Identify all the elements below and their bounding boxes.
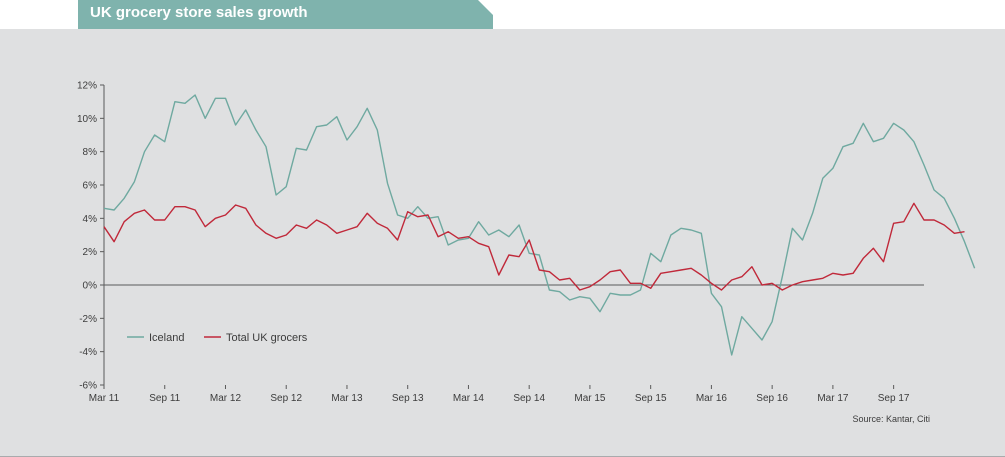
x-tick-label: Sep 12	[270, 393, 302, 404]
y-tick-label: 12%	[77, 81, 97, 92]
y-tick-label: -4%	[79, 347, 97, 358]
x-tick-label: Mar 16	[696, 393, 728, 404]
x-tick-label: Sep 16	[756, 393, 788, 404]
x-tick-label: Mar 15	[574, 393, 606, 404]
y-tick-label: 2%	[83, 247, 98, 258]
x-tick-label: Mar 13	[331, 393, 363, 404]
x-tick-label: Mar 14	[453, 393, 485, 404]
y-tick-label: 8%	[83, 147, 98, 158]
x-tick-label: Sep 13	[392, 393, 424, 404]
x-tick-label: Sep 11	[149, 393, 180, 404]
y-tick-label: 6%	[83, 181, 98, 192]
x-tick-label: Mar 12	[210, 393, 242, 404]
source-note: Source: Kantar, Citi	[852, 414, 930, 424]
legend-label: Total UK grocers	[226, 332, 308, 344]
x-tick-label: Sep 15	[635, 393, 667, 404]
legend-label: Iceland	[149, 332, 184, 344]
x-tick-label: Mar 17	[817, 393, 849, 404]
x-tick-label: Sep 17	[878, 393, 910, 404]
y-tick-label: -6%	[79, 381, 97, 392]
y-tick-label: 4%	[83, 214, 98, 225]
y-tick-label: 10%	[77, 114, 97, 125]
y-tick-label: -2%	[79, 314, 97, 325]
x-tick-label: Mar 11	[89, 393, 120, 404]
x-tick-label: Sep 14	[513, 393, 545, 404]
chart-panel	[0, 29, 1005, 457]
title-banner: UK grocery store sales growth	[78, 0, 493, 29]
chart-title: UK grocery store sales growth	[90, 4, 308, 21]
series-line-iceland	[103, 94, 976, 356]
series-line-total-uk-grocers	[103, 202, 965, 291]
y-tick-label: 0%	[83, 281, 98, 292]
